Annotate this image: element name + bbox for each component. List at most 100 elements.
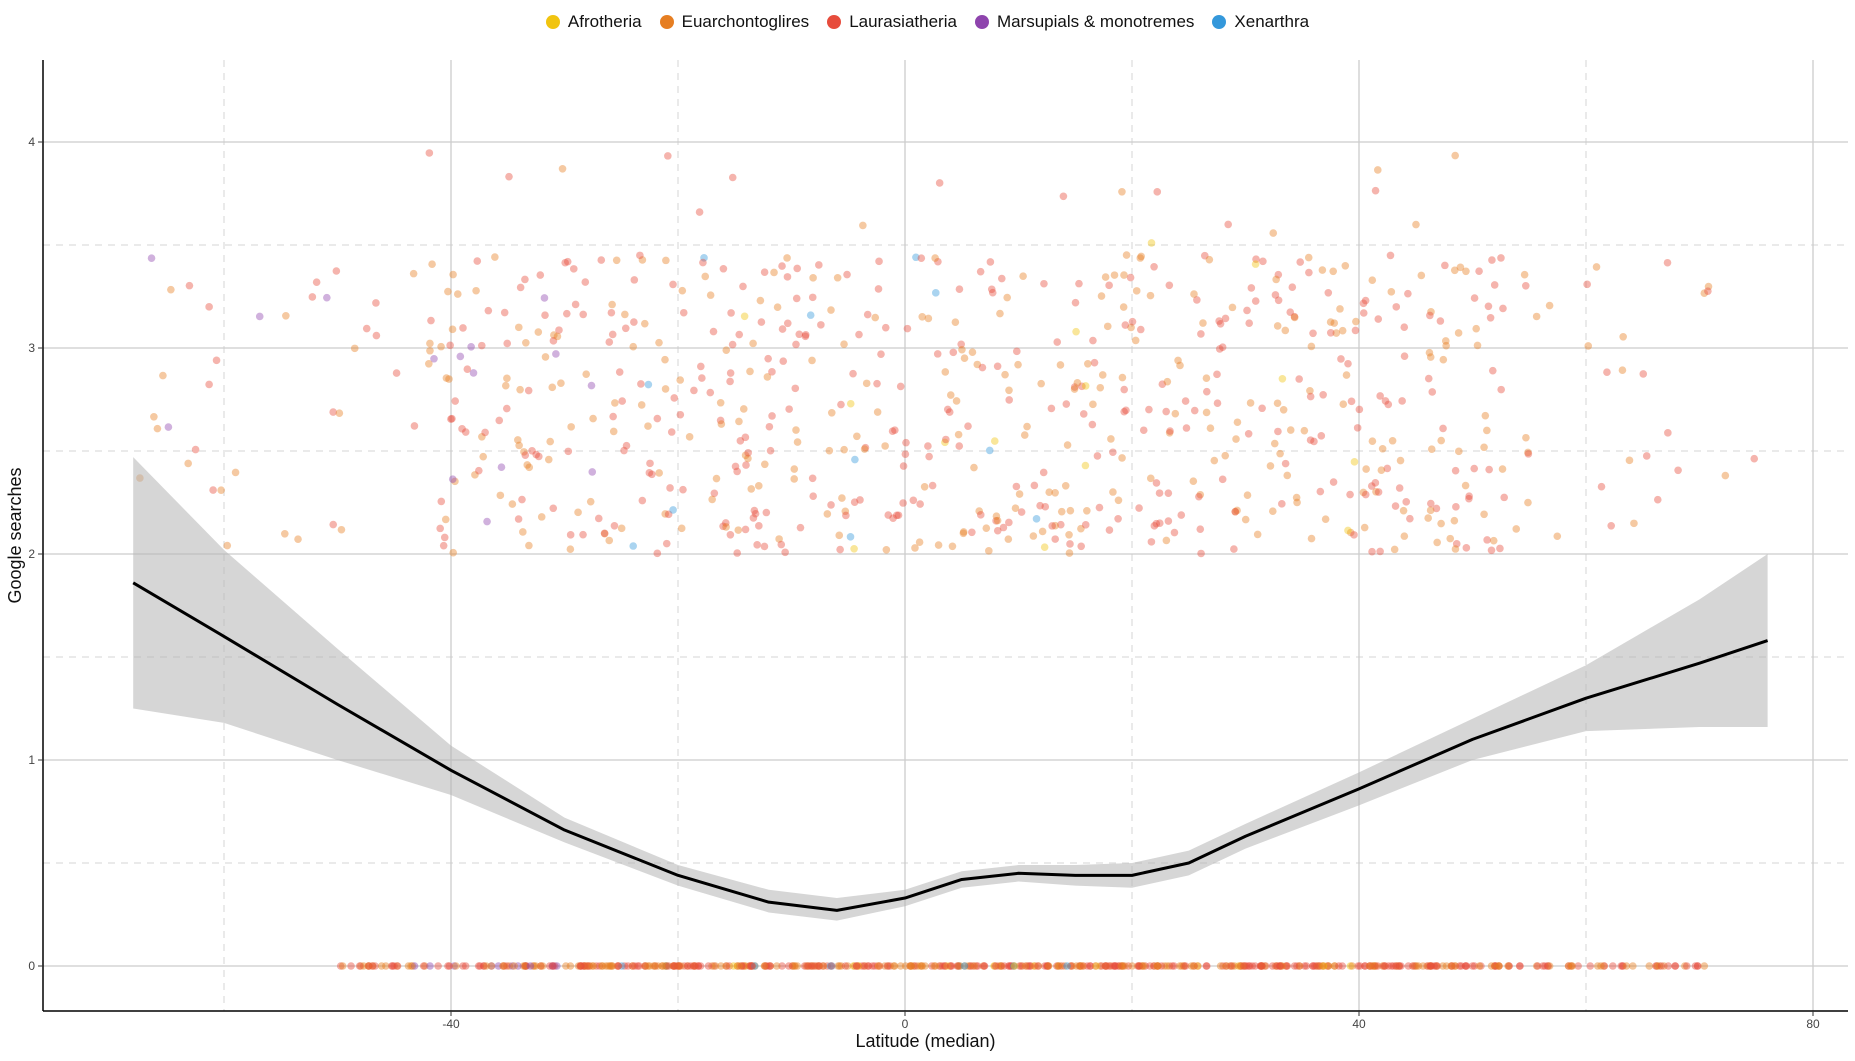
data-point — [949, 348, 958, 357]
data-point — [440, 533, 449, 542]
data-point — [1026, 962, 1035, 970]
data-point — [1484, 302, 1493, 311]
data-point — [1193, 296, 1201, 304]
data-point — [1048, 522, 1056, 530]
data-point — [1488, 366, 1497, 375]
data-point — [1242, 962, 1251, 970]
data-point — [716, 416, 725, 425]
data-point — [638, 256, 647, 264]
data-point — [1078, 962, 1087, 970]
data-point — [469, 369, 478, 377]
data-point — [637, 401, 646, 409]
data-point — [1135, 962, 1143, 970]
data-point — [757, 318, 766, 326]
data-point — [548, 962, 557, 970]
data-point — [1380, 962, 1389, 970]
data-point — [1505, 962, 1513, 970]
data-point — [1424, 514, 1432, 522]
data-point — [940, 962, 949, 970]
data-point — [1120, 271, 1128, 279]
data-point — [1153, 188, 1162, 196]
data-point — [1216, 319, 1225, 328]
data-point — [1000, 962, 1008, 970]
data-point — [827, 408, 836, 417]
data-point — [790, 465, 799, 473]
data-point — [1026, 962, 1034, 970]
x-tick-label: 40 — [1352, 1017, 1366, 1031]
data-point — [1041, 502, 1050, 511]
data-point — [846, 399, 855, 408]
data-point — [783, 273, 792, 281]
data-point — [992, 517, 1000, 525]
data-point — [954, 962, 963, 970]
data-point — [1693, 962, 1702, 970]
data-point — [954, 962, 963, 970]
data-point — [679, 485, 687, 494]
data-point — [737, 962, 746, 970]
data-point — [1424, 962, 1432, 970]
data-point — [640, 319, 649, 328]
data-point — [1290, 313, 1299, 322]
data-point — [1352, 317, 1360, 326]
data-point — [1472, 324, 1480, 333]
data-point — [1318, 266, 1327, 274]
data-point — [1461, 962, 1470, 970]
data-point — [722, 346, 731, 354]
data-point — [605, 962, 614, 970]
data-point — [726, 377, 734, 386]
data-point — [1044, 962, 1052, 970]
data-point — [1498, 465, 1507, 473]
data-point — [731, 462, 740, 471]
data-point — [446, 341, 454, 350]
data-point — [1260, 962, 1269, 970]
data-point — [1105, 526, 1114, 534]
data-point — [1305, 268, 1313, 277]
data-point — [1451, 466, 1460, 475]
data-point — [602, 962, 610, 970]
data-point — [617, 524, 626, 533]
data-point — [1071, 298, 1080, 307]
data-point — [1180, 962, 1188, 970]
data-point — [1273, 399, 1282, 408]
data-point — [980, 962, 989, 970]
data-point — [1197, 549, 1205, 558]
data-point — [629, 542, 638, 550]
data-point — [722, 962, 731, 970]
data-point — [664, 510, 673, 519]
data-point — [1439, 962, 1447, 970]
data-point — [1524, 450, 1533, 458]
data-point — [594, 514, 603, 523]
data-point — [964, 962, 973, 970]
data-point — [605, 536, 614, 545]
data-point — [1128, 962, 1137, 970]
data-point — [1005, 386, 1013, 395]
data-point — [1153, 962, 1161, 970]
data-point — [1330, 319, 1339, 327]
data-point — [436, 524, 444, 533]
data-point — [1233, 506, 1241, 515]
data-point — [1004, 962, 1013, 970]
data-point — [1426, 962, 1434, 970]
data-point — [191, 445, 200, 454]
data-point — [1276, 962, 1285, 970]
data-point — [1295, 962, 1304, 970]
data-point — [1618, 962, 1627, 970]
data-point — [1032, 515, 1041, 523]
data-point — [1721, 471, 1730, 480]
data-point — [1205, 255, 1214, 264]
data-point — [815, 261, 823, 269]
data-point — [1274, 296, 1283, 305]
data-point — [588, 468, 597, 476]
data-point — [765, 422, 774, 431]
data-point — [793, 962, 802, 970]
data-point — [954, 430, 963, 439]
data-point — [1428, 388, 1437, 396]
data-point — [1197, 330, 1205, 338]
data-point — [873, 962, 882, 970]
data-point — [947, 962, 956, 970]
data-point — [889, 962, 898, 970]
data-point — [1392, 962, 1400, 970]
data-point — [150, 412, 158, 421]
data-point — [1470, 962, 1479, 970]
data-point — [651, 962, 659, 970]
